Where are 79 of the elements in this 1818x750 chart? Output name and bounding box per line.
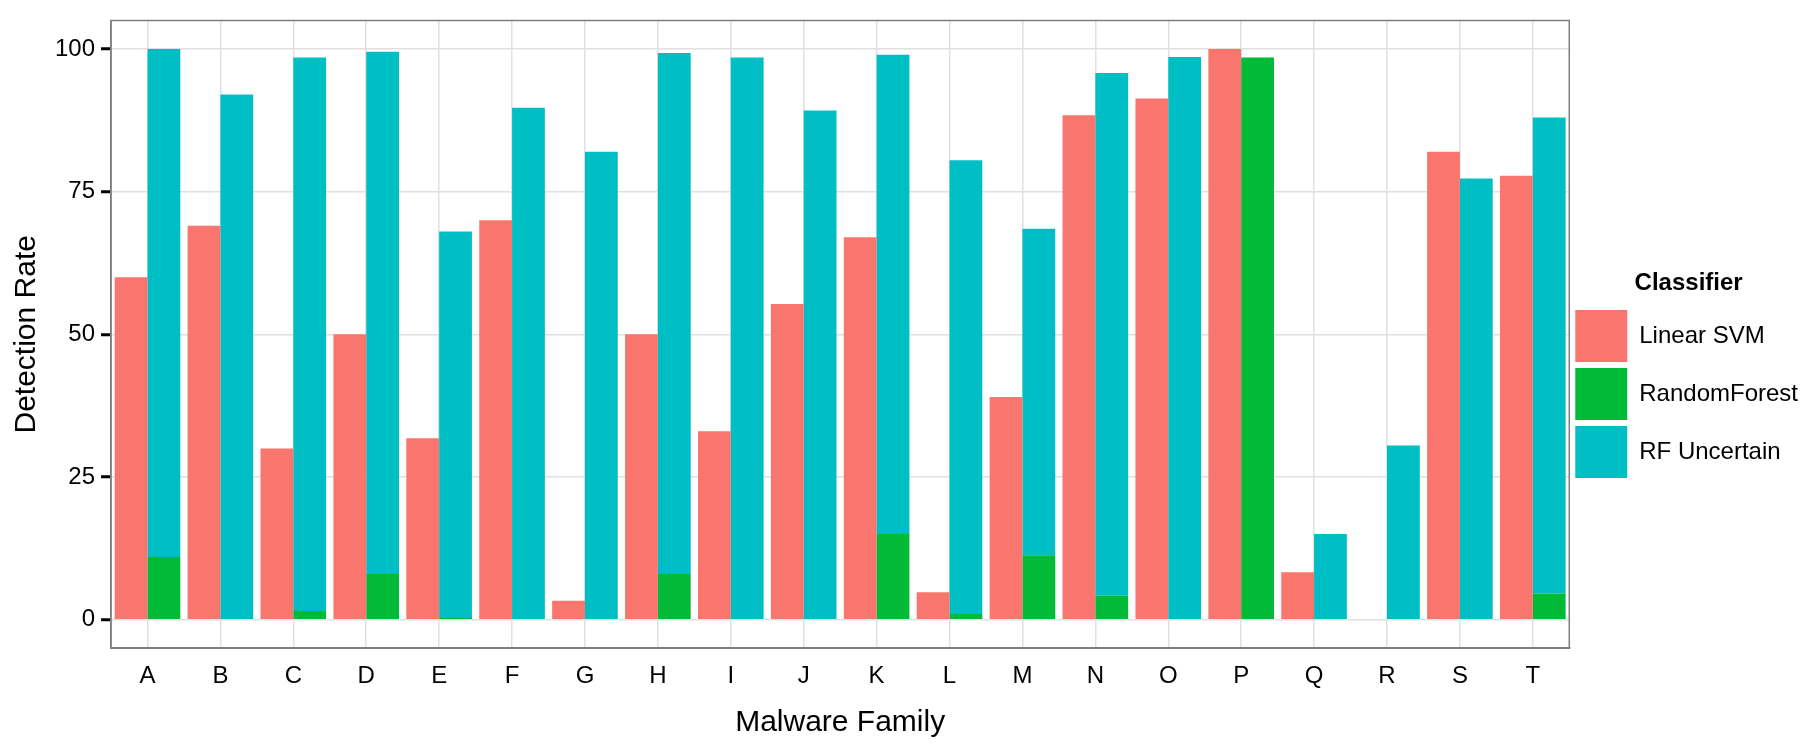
bar — [260, 448, 294, 619]
bar — [949, 613, 983, 619]
bar — [1135, 98, 1169, 619]
bar — [770, 304, 804, 619]
bar — [1095, 595, 1129, 619]
legend-label: RF Uncertain — [1639, 436, 1781, 464]
bar — [1427, 151, 1460, 619]
x-tick-label: B — [212, 661, 229, 689]
bar — [147, 48, 181, 557]
bar — [439, 231, 472, 618]
legend-label: RandomForest — [1639, 378, 1799, 406]
x-tick-label: Q — [1304, 661, 1324, 689]
bar — [1022, 228, 1056, 556]
bar — [1022, 555, 1056, 619]
bar — [187, 225, 221, 619]
bar — [333, 334, 367, 619]
bar — [1208, 48, 1242, 619]
legend-title: Classifier — [1634, 267, 1743, 295]
bar — [293, 57, 327, 612]
bar — [876, 534, 910, 619]
bar — [625, 334, 658, 619]
bar — [1095, 72, 1129, 596]
y-tick-label: 25 — [68, 461, 96, 489]
bar — [1168, 56, 1202, 619]
bar — [293, 611, 327, 619]
y-tick-label: 0 — [81, 604, 96, 632]
bar — [1532, 117, 1566, 594]
x-axis-title: Malware Family — [735, 704, 946, 738]
x-tick-label: J — [797, 661, 810, 689]
bar — [584, 151, 618, 619]
bar — [730, 57, 764, 619]
bar — [552, 600, 585, 619]
bar — [366, 51, 400, 575]
x-tick-label: R — [1378, 661, 1396, 689]
bar — [803, 110, 837, 619]
x-tick-label: P — [1233, 661, 1250, 689]
x-tick-label: H — [649, 661, 667, 689]
bar — [989, 397, 1023, 619]
bar — [114, 277, 148, 619]
x-tick-label: F — [504, 661, 520, 689]
bar — [366, 574, 400, 619]
bar — [949, 160, 983, 614]
x-tick-label: S — [1451, 661, 1468, 689]
x-tick-label: D — [357, 661, 375, 689]
bar — [697, 431, 731, 619]
bar — [1062, 115, 1096, 619]
legend-label: Linear SVM — [1639, 320, 1765, 348]
bar — [1500, 175, 1533, 619]
bar — [1241, 57, 1274, 619]
x-tick-label: N — [1086, 661, 1105, 689]
x-tick-label: K — [868, 661, 885, 689]
x-tick-label: L — [942, 661, 957, 689]
y-tick-label: 75 — [68, 176, 96, 204]
x-tick-label: C — [284, 661, 302, 689]
bar — [1386, 445, 1420, 619]
bar — [657, 52, 691, 575]
bar — [1459, 178, 1493, 619]
bar — [1281, 572, 1315, 619]
bar — [916, 592, 950, 619]
x-tick-label: A — [139, 661, 156, 689]
x-tick-label: G — [575, 661, 595, 689]
y-tick-label: 100 — [55, 33, 96, 61]
x-tick-label: T — [1525, 661, 1541, 689]
y-tick-label: 50 — [68, 318, 96, 346]
bar — [843, 237, 877, 619]
x-tick-label: I — [727, 661, 735, 689]
bar — [1532, 593, 1566, 619]
x-tick-label: O — [1158, 661, 1178, 689]
bar — [147, 556, 181, 619]
bar — [479, 220, 513, 619]
bar — [876, 54, 910, 535]
x-tick-label: E — [431, 661, 448, 689]
bar — [512, 107, 545, 619]
x-tick-label: M — [1012, 661, 1033, 689]
bar — [657, 574, 691, 619]
y-axis-title: Detection Rate — [8, 235, 42, 434]
bar — [220, 94, 254, 619]
bar — [1314, 534, 1347, 619]
bar — [406, 438, 440, 619]
